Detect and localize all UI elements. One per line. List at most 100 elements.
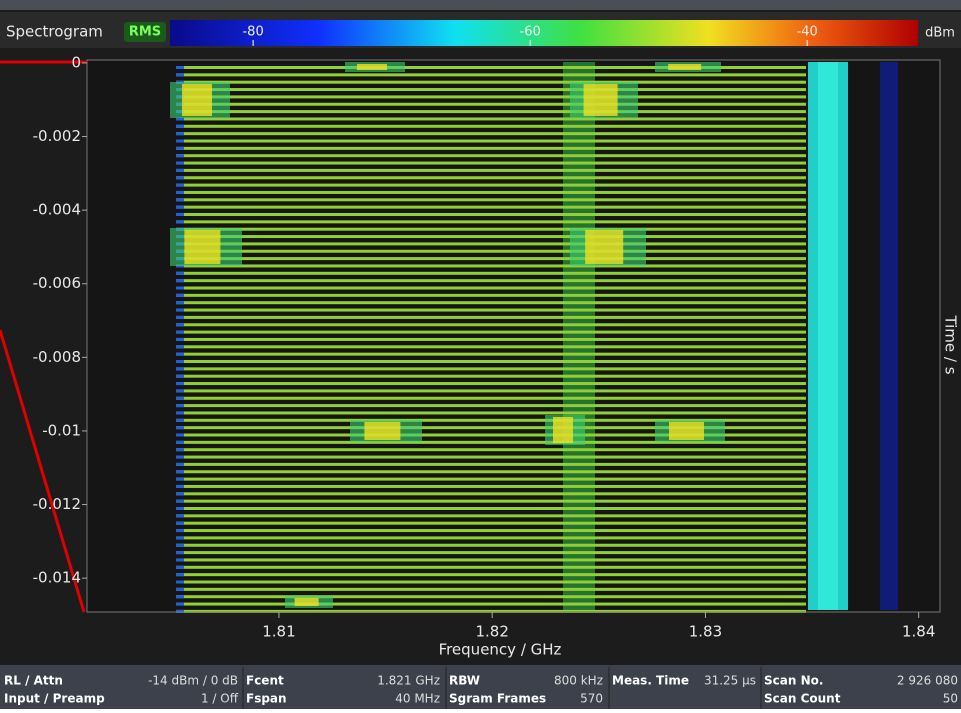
y-tick-label: -0.014 xyxy=(33,569,81,587)
stripe-edge xyxy=(176,595,184,598)
stripe-edge xyxy=(176,397,184,400)
stripe xyxy=(176,331,806,334)
stripe xyxy=(176,485,806,488)
stripe xyxy=(176,206,806,209)
stripe xyxy=(176,309,806,312)
stripe xyxy=(176,573,806,576)
stripe xyxy=(176,228,806,231)
colorbar-tick-label: -80 xyxy=(242,25,263,40)
stripe xyxy=(176,287,806,290)
stripe-edge xyxy=(176,514,184,517)
stripe xyxy=(176,536,806,539)
stripe xyxy=(176,140,806,143)
status-label: Sgram Frames xyxy=(449,692,546,706)
stripe xyxy=(176,154,806,157)
stripe xyxy=(176,294,806,297)
status-value: 2 926 080 xyxy=(897,674,958,688)
y-tick-label: -0.006 xyxy=(33,274,81,292)
status-value: 31.25 µs xyxy=(704,674,756,688)
stripe-edge xyxy=(176,125,184,128)
stripe-edge xyxy=(176,353,184,356)
stripe-edge xyxy=(176,191,184,194)
stripe xyxy=(176,514,806,517)
stripe-edge xyxy=(176,279,184,282)
stripe xyxy=(176,110,806,113)
status-label: RBW xyxy=(449,674,480,688)
status-label: Fspan xyxy=(246,692,287,706)
stripe xyxy=(176,95,806,98)
y-tick-label: -0.01 xyxy=(42,421,81,439)
stripe-edge xyxy=(176,551,184,554)
stripe xyxy=(176,492,806,495)
blob xyxy=(182,84,212,116)
stripe-edge xyxy=(176,573,184,576)
stripe-edge xyxy=(176,316,184,319)
stripe xyxy=(176,162,806,165)
stripe-edge xyxy=(176,500,184,503)
status-label: RL / Attn xyxy=(4,674,63,688)
stripe-edge xyxy=(176,536,184,539)
stripe xyxy=(176,81,806,84)
stripe xyxy=(176,147,806,150)
stripe-edge xyxy=(176,492,184,495)
stripe-edge xyxy=(176,323,184,326)
stripe xyxy=(176,117,806,120)
colorbar-tick-label: -40 xyxy=(797,25,818,40)
stripe-edge xyxy=(176,140,184,143)
stripe-edge xyxy=(176,485,184,488)
blob xyxy=(584,84,618,116)
stripe-edge xyxy=(176,162,184,165)
blob xyxy=(357,64,387,70)
stripe xyxy=(176,272,806,275)
stripe-edge xyxy=(176,301,184,304)
stripe-edge xyxy=(176,588,184,591)
status-value: 570 xyxy=(580,692,603,706)
status-value: 50 xyxy=(943,692,958,706)
page: Spectrogram RMS dBm Frequency / GHz Time… xyxy=(0,0,961,709)
blob xyxy=(184,230,220,264)
stripe xyxy=(176,382,806,385)
stripe-edge xyxy=(176,360,184,363)
band xyxy=(880,62,898,610)
colorbar-unit: dBm xyxy=(925,26,955,41)
stripe-edge xyxy=(176,198,184,201)
stripe-edge xyxy=(176,294,184,297)
stripe xyxy=(176,588,806,591)
stripe xyxy=(176,603,806,606)
stripe-edge xyxy=(176,220,184,223)
stripe-edge xyxy=(176,345,184,348)
stripe xyxy=(176,456,806,459)
stripe-edge xyxy=(176,470,184,473)
stripe-edge xyxy=(176,154,184,157)
stripe xyxy=(176,500,806,503)
stripe xyxy=(176,345,806,348)
stripe-edge xyxy=(176,404,184,407)
stripe-edge xyxy=(176,272,184,275)
stripe xyxy=(176,73,806,76)
stripe-edge xyxy=(176,309,184,312)
stripe xyxy=(176,448,806,451)
stripe xyxy=(176,132,806,135)
status-value: 800 kHz xyxy=(554,674,603,688)
stripe-edge xyxy=(176,331,184,334)
screen: Spectrogram RMS dBm Frequency / GHz Time… xyxy=(0,0,961,709)
blob xyxy=(669,422,704,440)
blob xyxy=(364,422,400,440)
stripe xyxy=(176,338,806,341)
stripe-edge xyxy=(176,66,184,69)
stripe-edge xyxy=(176,132,184,135)
stripe-edge xyxy=(176,434,184,437)
stripe xyxy=(176,264,806,267)
stripe-edge xyxy=(176,375,184,378)
stripe-edge xyxy=(176,507,184,510)
y-tick-label: -0.008 xyxy=(33,348,81,366)
stripe-edge xyxy=(176,206,184,209)
stripe-edge xyxy=(176,367,184,370)
stripe-edge xyxy=(176,176,184,179)
x-tick-label: 1.83 xyxy=(689,623,722,641)
x-tick-label: 1.82 xyxy=(475,623,508,641)
status-label: Meas. Time xyxy=(612,674,689,688)
stripe xyxy=(176,191,806,194)
x-tick-label: 1.81 xyxy=(262,623,295,641)
x-tick-label: 1.84 xyxy=(902,623,935,641)
